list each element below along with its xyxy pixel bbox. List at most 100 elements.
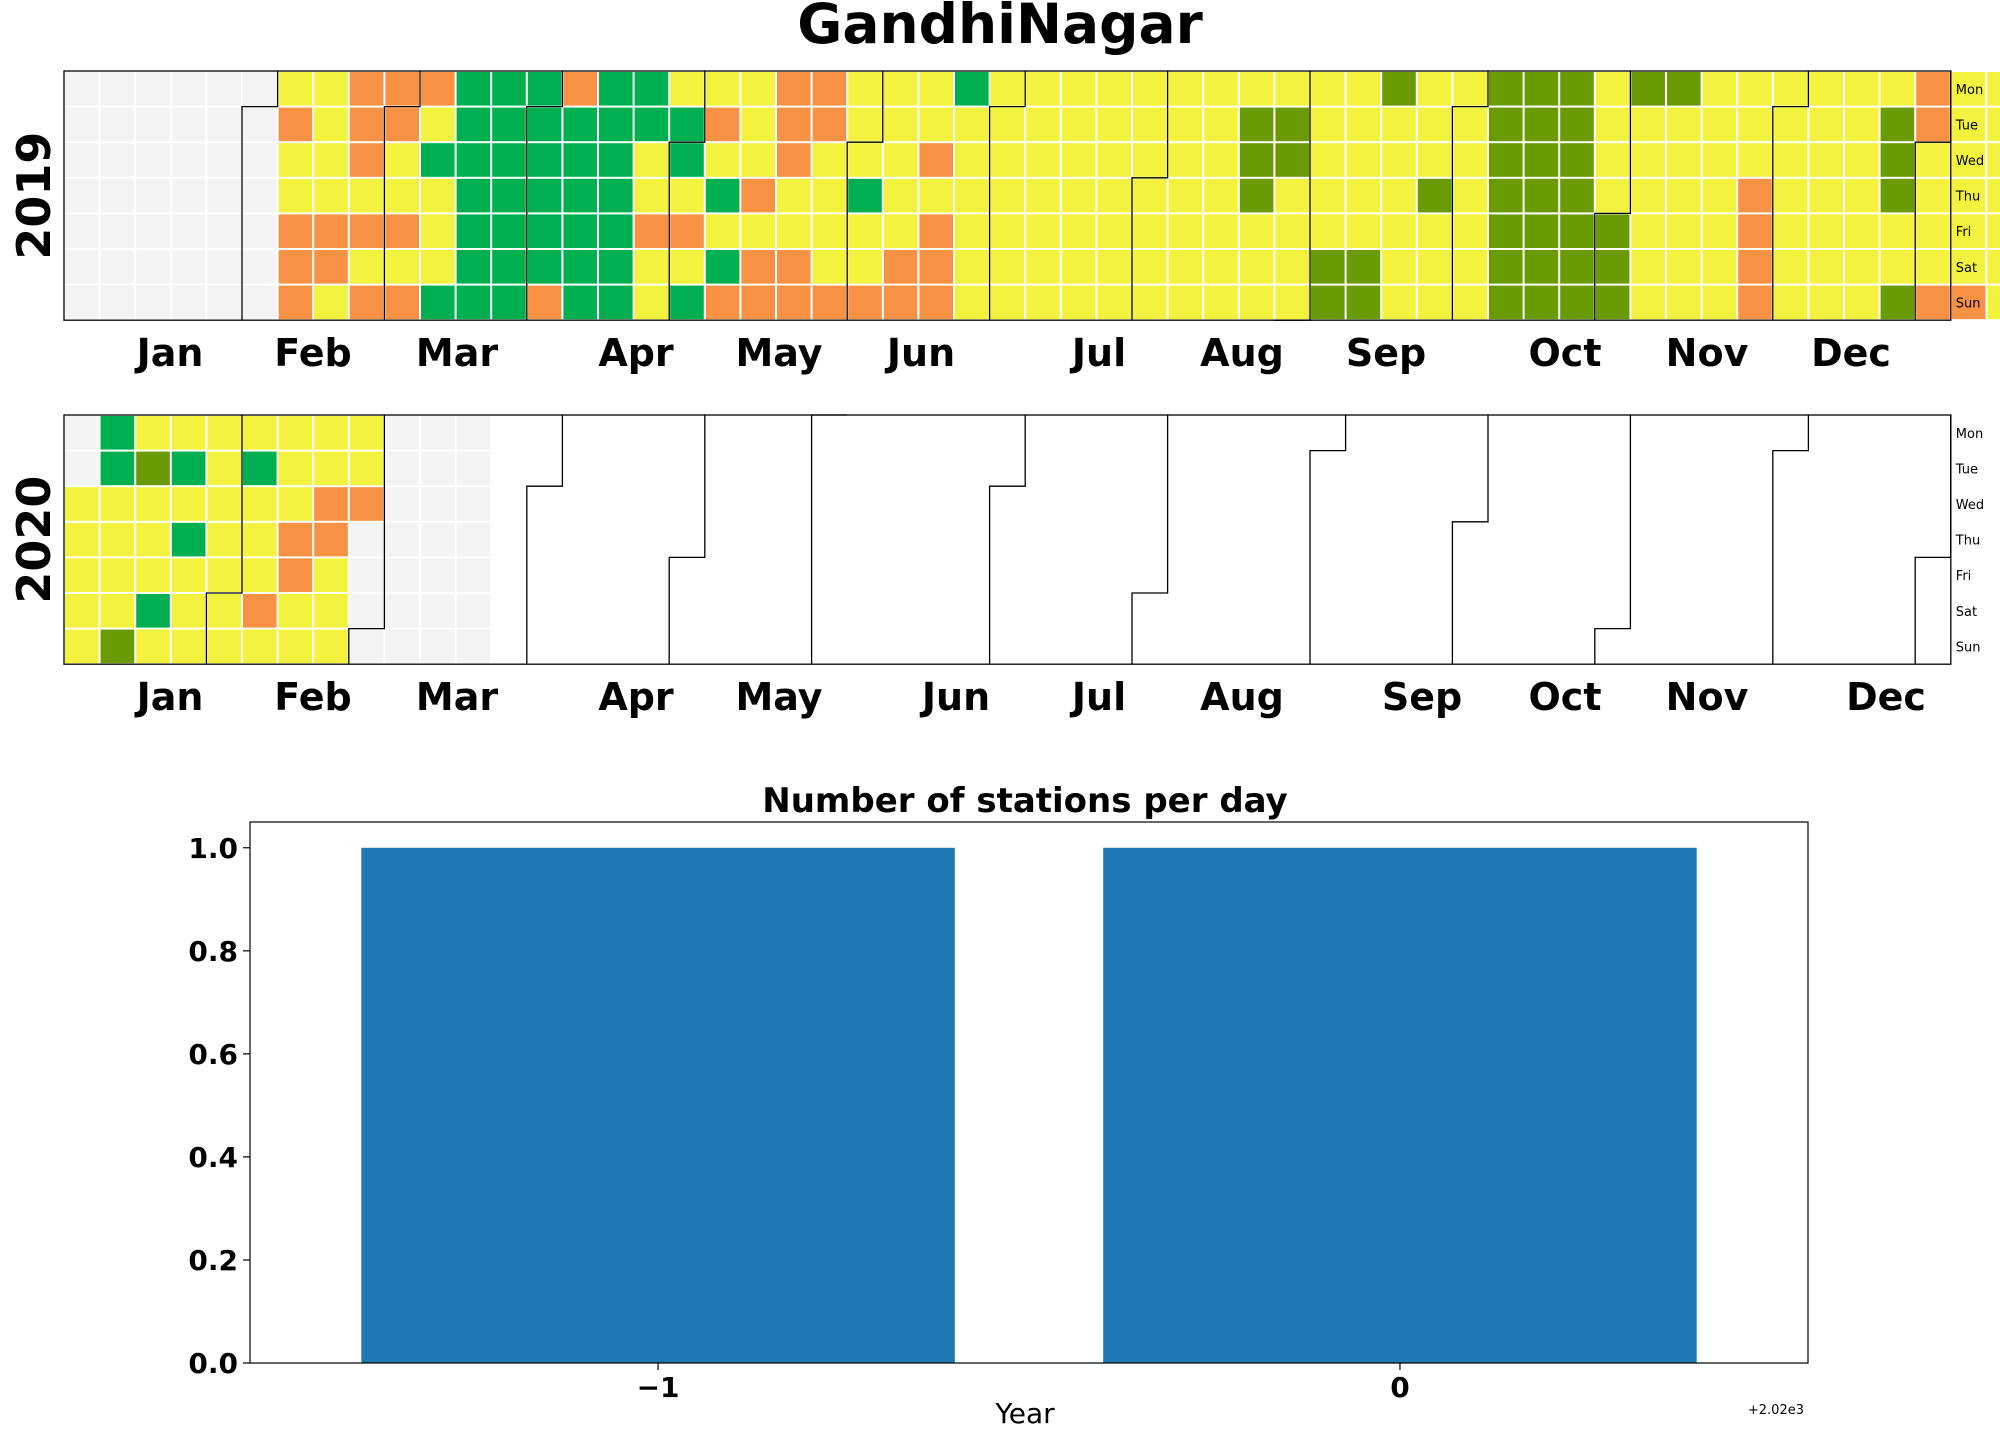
day-cell	[955, 214, 989, 248]
day-cell	[1204, 178, 1238, 213]
day-cell	[278, 522, 313, 557]
day-cell	[1026, 214, 1060, 248]
y-tick-label: 0.4	[188, 1141, 238, 1174]
calendar-border	[63, 70, 1952, 321]
day-cell	[65, 214, 99, 248]
day-cell	[1275, 107, 1309, 142]
day-cell	[527, 214, 562, 248]
day-cell	[1916, 107, 1950, 142]
day-cell	[777, 72, 811, 106]
day-cell	[777, 107, 811, 142]
day-cell	[65, 558, 99, 592]
bar-chart-title: Number of stations per day	[762, 781, 1287, 821]
day-cell	[1880, 107, 1915, 142]
day-cell	[1239, 285, 1274, 320]
day-cell	[1702, 250, 1737, 284]
day-cell	[456, 522, 491, 557]
day-cell	[1168, 178, 1203, 213]
day-cell	[385, 416, 419, 450]
calendar-heatmap-2020: 2020 Mon Tue Wed Thu Fri Sat Sun Jan Feb Mar Apr May…	[7, 414, 1984, 719]
day-cell	[634, 72, 669, 106]
day-cell	[136, 451, 170, 486]
day-cell	[349, 178, 384, 213]
day-cell	[527, 285, 562, 320]
day-cell	[385, 107, 419, 142]
day-cell	[171, 629, 206, 664]
day-cell	[136, 214, 170, 248]
day-cell	[1738, 143, 1772, 177]
bar	[361, 847, 955, 1363]
day-cell	[1311, 143, 1345, 177]
day-cell	[207, 285, 241, 320]
day-cell	[1631, 72, 1665, 106]
day-cell	[207, 487, 241, 521]
day-cell	[599, 143, 633, 177]
day-cell	[171, 285, 206, 320]
day-cell	[1133, 107, 1167, 142]
day-cell	[456, 250, 491, 284]
day-cell	[456, 629, 491, 664]
day-cell	[1524, 285, 1559, 320]
day-cell	[1489, 285, 1523, 320]
day-cell	[883, 143, 918, 177]
day-cell	[136, 250, 170, 284]
day-cell	[741, 250, 775, 284]
day-cell	[634, 143, 669, 177]
day-cell	[314, 214, 348, 248]
day-cell	[100, 629, 135, 664]
day-cell	[100, 416, 135, 450]
day-cell	[243, 522, 277, 557]
day-cell	[136, 487, 170, 521]
month-label: Sep	[1382, 675, 1462, 719]
day-cell	[207, 178, 241, 213]
day-cell	[1560, 72, 1594, 106]
day-cell	[243, 107, 277, 142]
day-cell	[1987, 178, 2000, 213]
month-boundary	[1274, 71, 1311, 321]
day-cell	[421, 416, 455, 450]
day-cell	[670, 285, 704, 320]
day-cell	[1524, 107, 1559, 142]
month-boundary	[348, 415, 386, 665]
day-cell	[243, 214, 277, 248]
day-cell	[1061, 178, 1096, 213]
day-cell	[1845, 214, 1879, 248]
day-cell	[1061, 214, 1096, 248]
day-cell	[1738, 250, 1772, 284]
day-cell	[599, 178, 633, 213]
day-cell	[883, 250, 918, 284]
month-boundary	[810, 414, 848, 665]
day-cell	[1916, 250, 1950, 284]
month-label: Mar	[416, 675, 498, 719]
day-cell	[1453, 250, 1487, 284]
day-cell	[314, 72, 348, 106]
day-cell	[349, 214, 384, 248]
day-cell	[421, 250, 455, 284]
day-cell	[136, 143, 170, 177]
calendar-heatmap-2019: 2019 Mon Tue Wed Thu Fri Sat Sun Jan Feb Mar Apr May…	[7, 70, 2000, 375]
day-cell	[207, 416, 241, 450]
day-cell	[1311, 178, 1345, 213]
day-cell	[1738, 107, 1772, 142]
day-cell	[1346, 178, 1381, 213]
day-cell	[1631, 143, 1665, 177]
day-cell	[456, 451, 491, 486]
day-cell	[314, 522, 348, 557]
weekday-label: Mon	[1956, 427, 1983, 442]
day-cell	[171, 107, 206, 142]
day-cell	[527, 72, 562, 106]
month-label: May	[735, 675, 822, 719]
day-cell	[1987, 72, 2000, 106]
day-cell	[456, 72, 491, 106]
day-cell	[599, 214, 633, 248]
day-cell	[1667, 250, 1701, 284]
day-cell	[919, 107, 953, 142]
day-cell	[1667, 107, 1701, 142]
day-cell	[1026, 178, 1060, 213]
day-cell	[1880, 72, 1915, 106]
day-cell	[848, 72, 882, 106]
month-boundary	[241, 71, 279, 321]
day-cell	[919, 285, 953, 320]
day-cell	[1773, 214, 1808, 248]
day-cell	[1346, 143, 1381, 177]
